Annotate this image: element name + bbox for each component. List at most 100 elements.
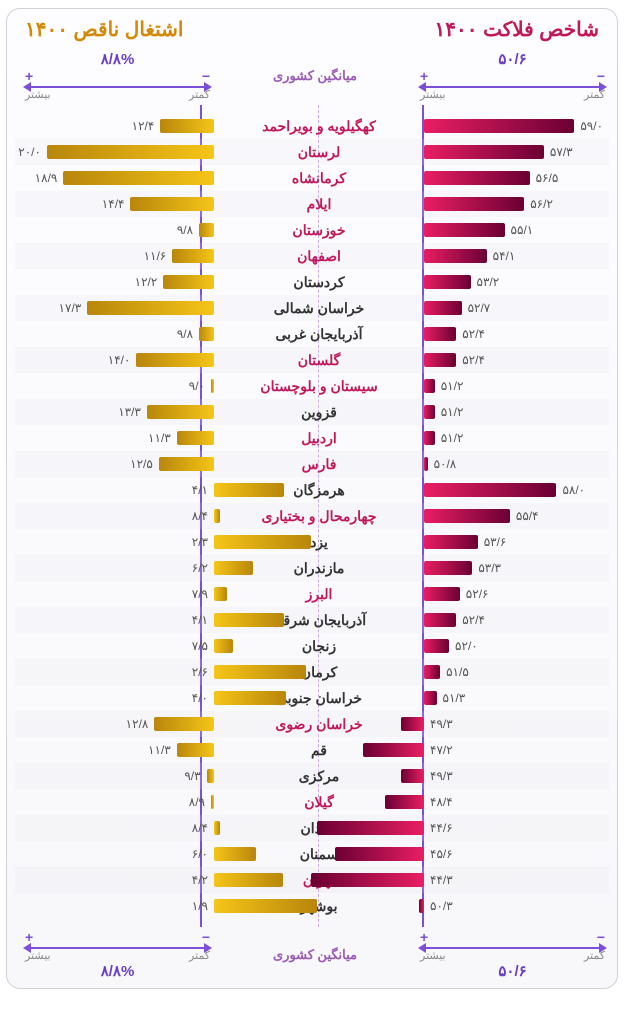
avg-right-bot: ۵۰/۶ xyxy=(420,962,605,980)
value-right: ۵۲/۷ xyxy=(468,301,491,315)
cell-left: ۸/۴ xyxy=(29,815,214,841)
bar-left xyxy=(214,691,286,705)
axis-right-top: ۵۰/۶ − + کمتر بیشتر xyxy=(420,50,605,101)
bar-left xyxy=(214,483,284,497)
cell-left: ۱۴/۰ xyxy=(29,347,214,373)
bar-right xyxy=(424,249,487,263)
value-right: ۴۹/۳ xyxy=(430,769,453,783)
axis-right-bot: − + کمتر بیشتر ۵۰/۶ xyxy=(420,929,605,980)
value-right: ۵۰/۳ xyxy=(430,899,453,913)
value-left: ۲/۳ xyxy=(192,535,208,549)
cell-right: ۴۵/۶ xyxy=(424,841,609,867)
bar-left xyxy=(172,249,214,263)
value-right: ۴۵/۶ xyxy=(430,847,453,861)
bar-right xyxy=(424,691,437,705)
data-rows: ۵۹/۰کهگیلویه و بویراحمد۱۲/۴۵۷/۳لرستان۲۰/… xyxy=(15,105,609,927)
bar-left xyxy=(159,457,214,471)
bar-right xyxy=(385,795,424,809)
cell-right: ۴۷/۲ xyxy=(424,737,609,763)
axis-arrow-right-b xyxy=(420,947,605,949)
value-right: ۵۱/۲ xyxy=(441,379,464,393)
table-row: ۵۱/۲قزوین۱۳/۳ xyxy=(15,399,609,425)
value-right: ۴۴/۳ xyxy=(430,873,453,887)
bar-right xyxy=(363,743,424,757)
table-row: ۴۵/۶سمنان۶/۰ xyxy=(15,841,609,867)
value-left: ۴/۰ xyxy=(192,691,208,705)
table-row: ۵۱/۲اردبیل۱۱/۳ xyxy=(15,425,609,451)
cell-right: ۵۲/۴ xyxy=(424,347,609,373)
cell-right: ۵۲/۶ xyxy=(424,581,609,607)
table-row: ۵۲/۴گلستان۱۴/۰ xyxy=(15,347,609,373)
cell-left: ۱۲/۴ xyxy=(29,113,214,139)
value-right: ۵۲/۴ xyxy=(462,353,485,367)
value-left: ۱۲/۴ xyxy=(132,119,155,133)
table-row: ۴۴/۶همدان۸/۴ xyxy=(15,815,609,841)
value-left: ۱۱/۶ xyxy=(144,249,167,263)
cell-right: ۵۰/۳ xyxy=(424,893,609,919)
bar-right xyxy=(317,821,424,835)
cell-right: ۴۹/۳ xyxy=(424,711,609,737)
value-right: ۵۲/۴ xyxy=(462,613,485,627)
bar-right xyxy=(424,431,435,445)
bar-right xyxy=(424,301,462,315)
bar-left xyxy=(136,353,214,367)
center-label-bot: میانگین کشوری xyxy=(210,947,420,963)
value-left: ۲/۶ xyxy=(192,665,208,679)
cell-left: ۸/۹ xyxy=(29,789,214,815)
province-label: زنجان xyxy=(214,638,424,655)
bar-right xyxy=(424,353,456,367)
cell-right: ۵۱/۲ xyxy=(424,373,609,399)
province-label: البرز xyxy=(214,586,424,603)
cell-left: ۹/۰ xyxy=(29,373,214,399)
avg-left-bot: ۸/۸% xyxy=(25,962,210,980)
bar-right xyxy=(424,405,435,419)
bar-left xyxy=(214,847,256,861)
cell-left: ۲۰/۰ xyxy=(29,139,214,165)
cell-right: ۵۱/۲ xyxy=(424,399,609,425)
value-right: ۵۲/۰ xyxy=(455,639,478,653)
cell-left: ۱۷/۳ xyxy=(29,295,214,321)
value-left: ۹/۸ xyxy=(177,327,193,341)
cell-left: ۸/۴ xyxy=(29,503,214,529)
province-label: آذربایجان غربی xyxy=(214,326,424,343)
cell-right: ۵۰/۸ xyxy=(424,451,609,477)
cell-left: ۱۲/۸ xyxy=(29,711,214,737)
bar-right xyxy=(424,171,530,185)
table-row: ۵۳/۲کردستان۱۲/۲ xyxy=(15,269,609,295)
cell-left: ۷/۹ xyxy=(29,581,214,607)
cell-left: ۱۱/۳ xyxy=(29,737,214,763)
table-row: ۵۲/۴ آذربایجان غربی ۹/۸ xyxy=(15,321,609,347)
axis-arrow-left xyxy=(25,86,210,88)
bar-right xyxy=(424,197,524,211)
bar-left xyxy=(177,743,214,757)
value-right: ۵۱/۲ xyxy=(441,431,464,445)
table-row: ۵۱/۵کرمان۲/۶ xyxy=(15,659,609,685)
value-right: ۵۶/۲ xyxy=(530,197,553,211)
value-right: ۵۲/۴ xyxy=(462,327,485,341)
cell-right: ۵۱/۵ xyxy=(424,659,609,685)
value-right: ۴۹/۳ xyxy=(430,717,453,731)
cell-left: ۹/۸ xyxy=(29,321,214,347)
value-right: ۵۰/۸ xyxy=(434,457,457,471)
value-right: ۵۱/۳ xyxy=(443,691,466,705)
axis-left-top: ۸/۸% − + کمتر بیشتر xyxy=(25,50,210,101)
table-row: ۴۹/۳مرکزی۹/۳ xyxy=(15,763,609,789)
value-left: ۷/۹ xyxy=(192,587,208,601)
bar-right xyxy=(401,717,424,731)
bar-left xyxy=(199,327,214,341)
value-right: ۵۱/۲ xyxy=(441,405,464,419)
bar-left xyxy=(214,561,253,575)
value-right: ۵۲/۶ xyxy=(466,587,489,601)
value-right: ۴۴/۶ xyxy=(430,821,453,835)
bar-right xyxy=(401,769,424,783)
table-row: ۵۱/۲سیستان و بلوچستان۹/۰ xyxy=(15,373,609,399)
bar-right xyxy=(424,379,435,393)
cell-right: ۵۲/۰ xyxy=(424,633,609,659)
cell-left: ۶/۰ xyxy=(29,841,214,867)
table-row: ۵۱/۳خراسان جنوبی۴/۰ xyxy=(15,685,609,711)
bar-right xyxy=(424,327,456,341)
bar-left xyxy=(160,119,214,133)
cell-right: ۵۵/۱ xyxy=(424,217,609,243)
bar-left xyxy=(177,431,214,445)
value-left: ۸/۹ xyxy=(189,795,205,809)
